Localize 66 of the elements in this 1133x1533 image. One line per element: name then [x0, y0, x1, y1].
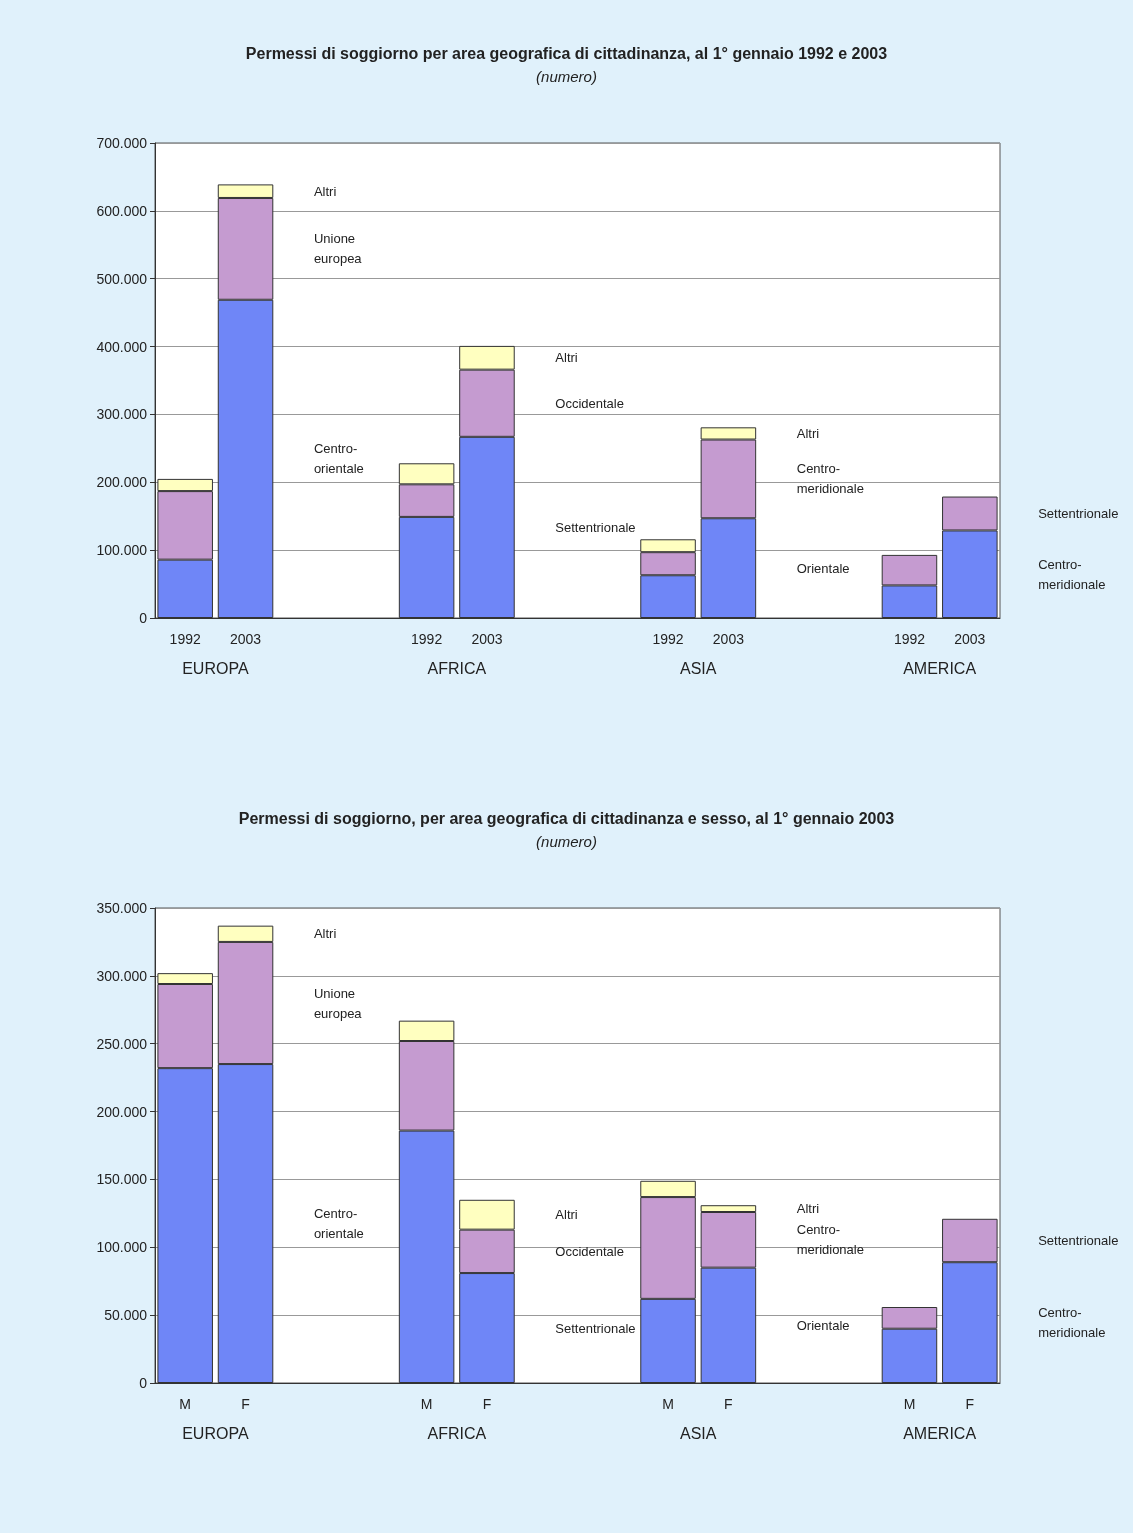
x-tick-label: 1992 — [169, 631, 201, 647]
chart-subtitle: (numero) — [536, 68, 597, 85]
y-tick-label: 500.000 — [96, 270, 148, 287]
y-tick-label: 350.000 — [96, 900, 148, 916]
annotation: Occidentale — [555, 1243, 624, 1259]
x-tick-label: 2003 — [954, 631, 986, 647]
x-tick-label: 1992 — [652, 631, 684, 647]
chart-title: Permessi di soggiorno per area geografica di cittadinanza, al 1° gennaio 1992 e 2003 — [245, 44, 888, 62]
annotation: Centro- orientale — [313, 441, 364, 477]
x-tick-label: M — [420, 1396, 433, 1412]
annotation: Altri — [313, 183, 337, 199]
y-tick-label: 100.000 — [96, 1239, 148, 1256]
annotation: Occidentale — [555, 395, 624, 411]
annotation: Settentrionale — [555, 1320, 636, 1336]
annotation: Unione europea — [313, 231, 363, 267]
annotation: Altri — [313, 926, 337, 942]
annotation: Orientale — [796, 560, 850, 576]
text: ASIA — [679, 659, 717, 677]
y-tick-label: 100.000 — [96, 542, 148, 559]
y-tick-label: 300.000 — [96, 406, 148, 423]
y-tick-label: 200.000 — [96, 474, 148, 491]
x-tick-label: F — [965, 1396, 975, 1412]
y-tick-label: 50.000 — [104, 1307, 148, 1324]
x-tick-label: 1992 — [893, 631, 926, 647]
annotation: Centro- meridionale — [796, 461, 864, 497]
annotation: Centro- orientale — [313, 1206, 364, 1242]
text: ASIA — [679, 1424, 717, 1442]
y-tick-label: 200.000 — [96, 1103, 148, 1120]
y-tick-label: 400.000 — [96, 338, 148, 355]
annotation: Unione europea — [313, 985, 363, 1021]
y-tick-label: 150.000 — [96, 1171, 148, 1188]
text: Centro- meridionale — [1038, 1305, 1106, 1341]
y-tick-label: 300.000 — [96, 967, 148, 984]
x-tick-label: F — [482, 1396, 492, 1412]
x-tick-label: M — [662, 1396, 674, 1412]
text: AFRICA — [427, 1424, 487, 1442]
chart-title: Permessi di soggiorno, per area geografica di cittadinanza e sesso, al 1° gennaio 2003 — [238, 809, 895, 827]
text: AMERICA — [903, 659, 977, 677]
x-tick-label: 2003 — [229, 631, 262, 647]
text: EUROPA — [182, 659, 249, 677]
y-tick-label: 600.000 — [96, 202, 148, 219]
x-tick-label: 1992 — [411, 631, 443, 647]
annotation: Orientale — [796, 1317, 850, 1333]
x-tick-label: F — [724, 1396, 733, 1412]
y-tick-label: 0 — [139, 610, 148, 626]
chart-subtitle: (numero) — [536, 833, 597, 850]
x-tick-label: F — [241, 1396, 250, 1412]
x-tick-label: M — [903, 1396, 916, 1412]
y-tick-label: 700.000 — [96, 135, 148, 151]
text: Centro- meridionale — [1038, 556, 1106, 592]
annotation: Settentrionale — [555, 519, 636, 535]
annotation: Altri — [796, 1201, 820, 1217]
x-tick-label: 2003 — [471, 631, 503, 647]
x-tick-label: M — [179, 1396, 192, 1412]
text: AMERICA — [903, 1424, 977, 1442]
x-tick-label: 2003 — [712, 631, 745, 647]
text: EUROPA — [182, 1424, 249, 1442]
text: AFRICA — [427, 659, 487, 677]
annotation: Altri — [555, 350, 578, 366]
text: Settentrionale — [1038, 1233, 1119, 1248]
y-tick-label: 250.000 — [96, 1035, 148, 1052]
annotation: Altri — [555, 1207, 578, 1223]
annotation: Altri — [796, 425, 820, 441]
y-tick-label: 0 — [139, 1375, 148, 1391]
annotation: Centro- meridionale — [796, 1222, 864, 1258]
text: Settentrionale — [1038, 506, 1119, 521]
